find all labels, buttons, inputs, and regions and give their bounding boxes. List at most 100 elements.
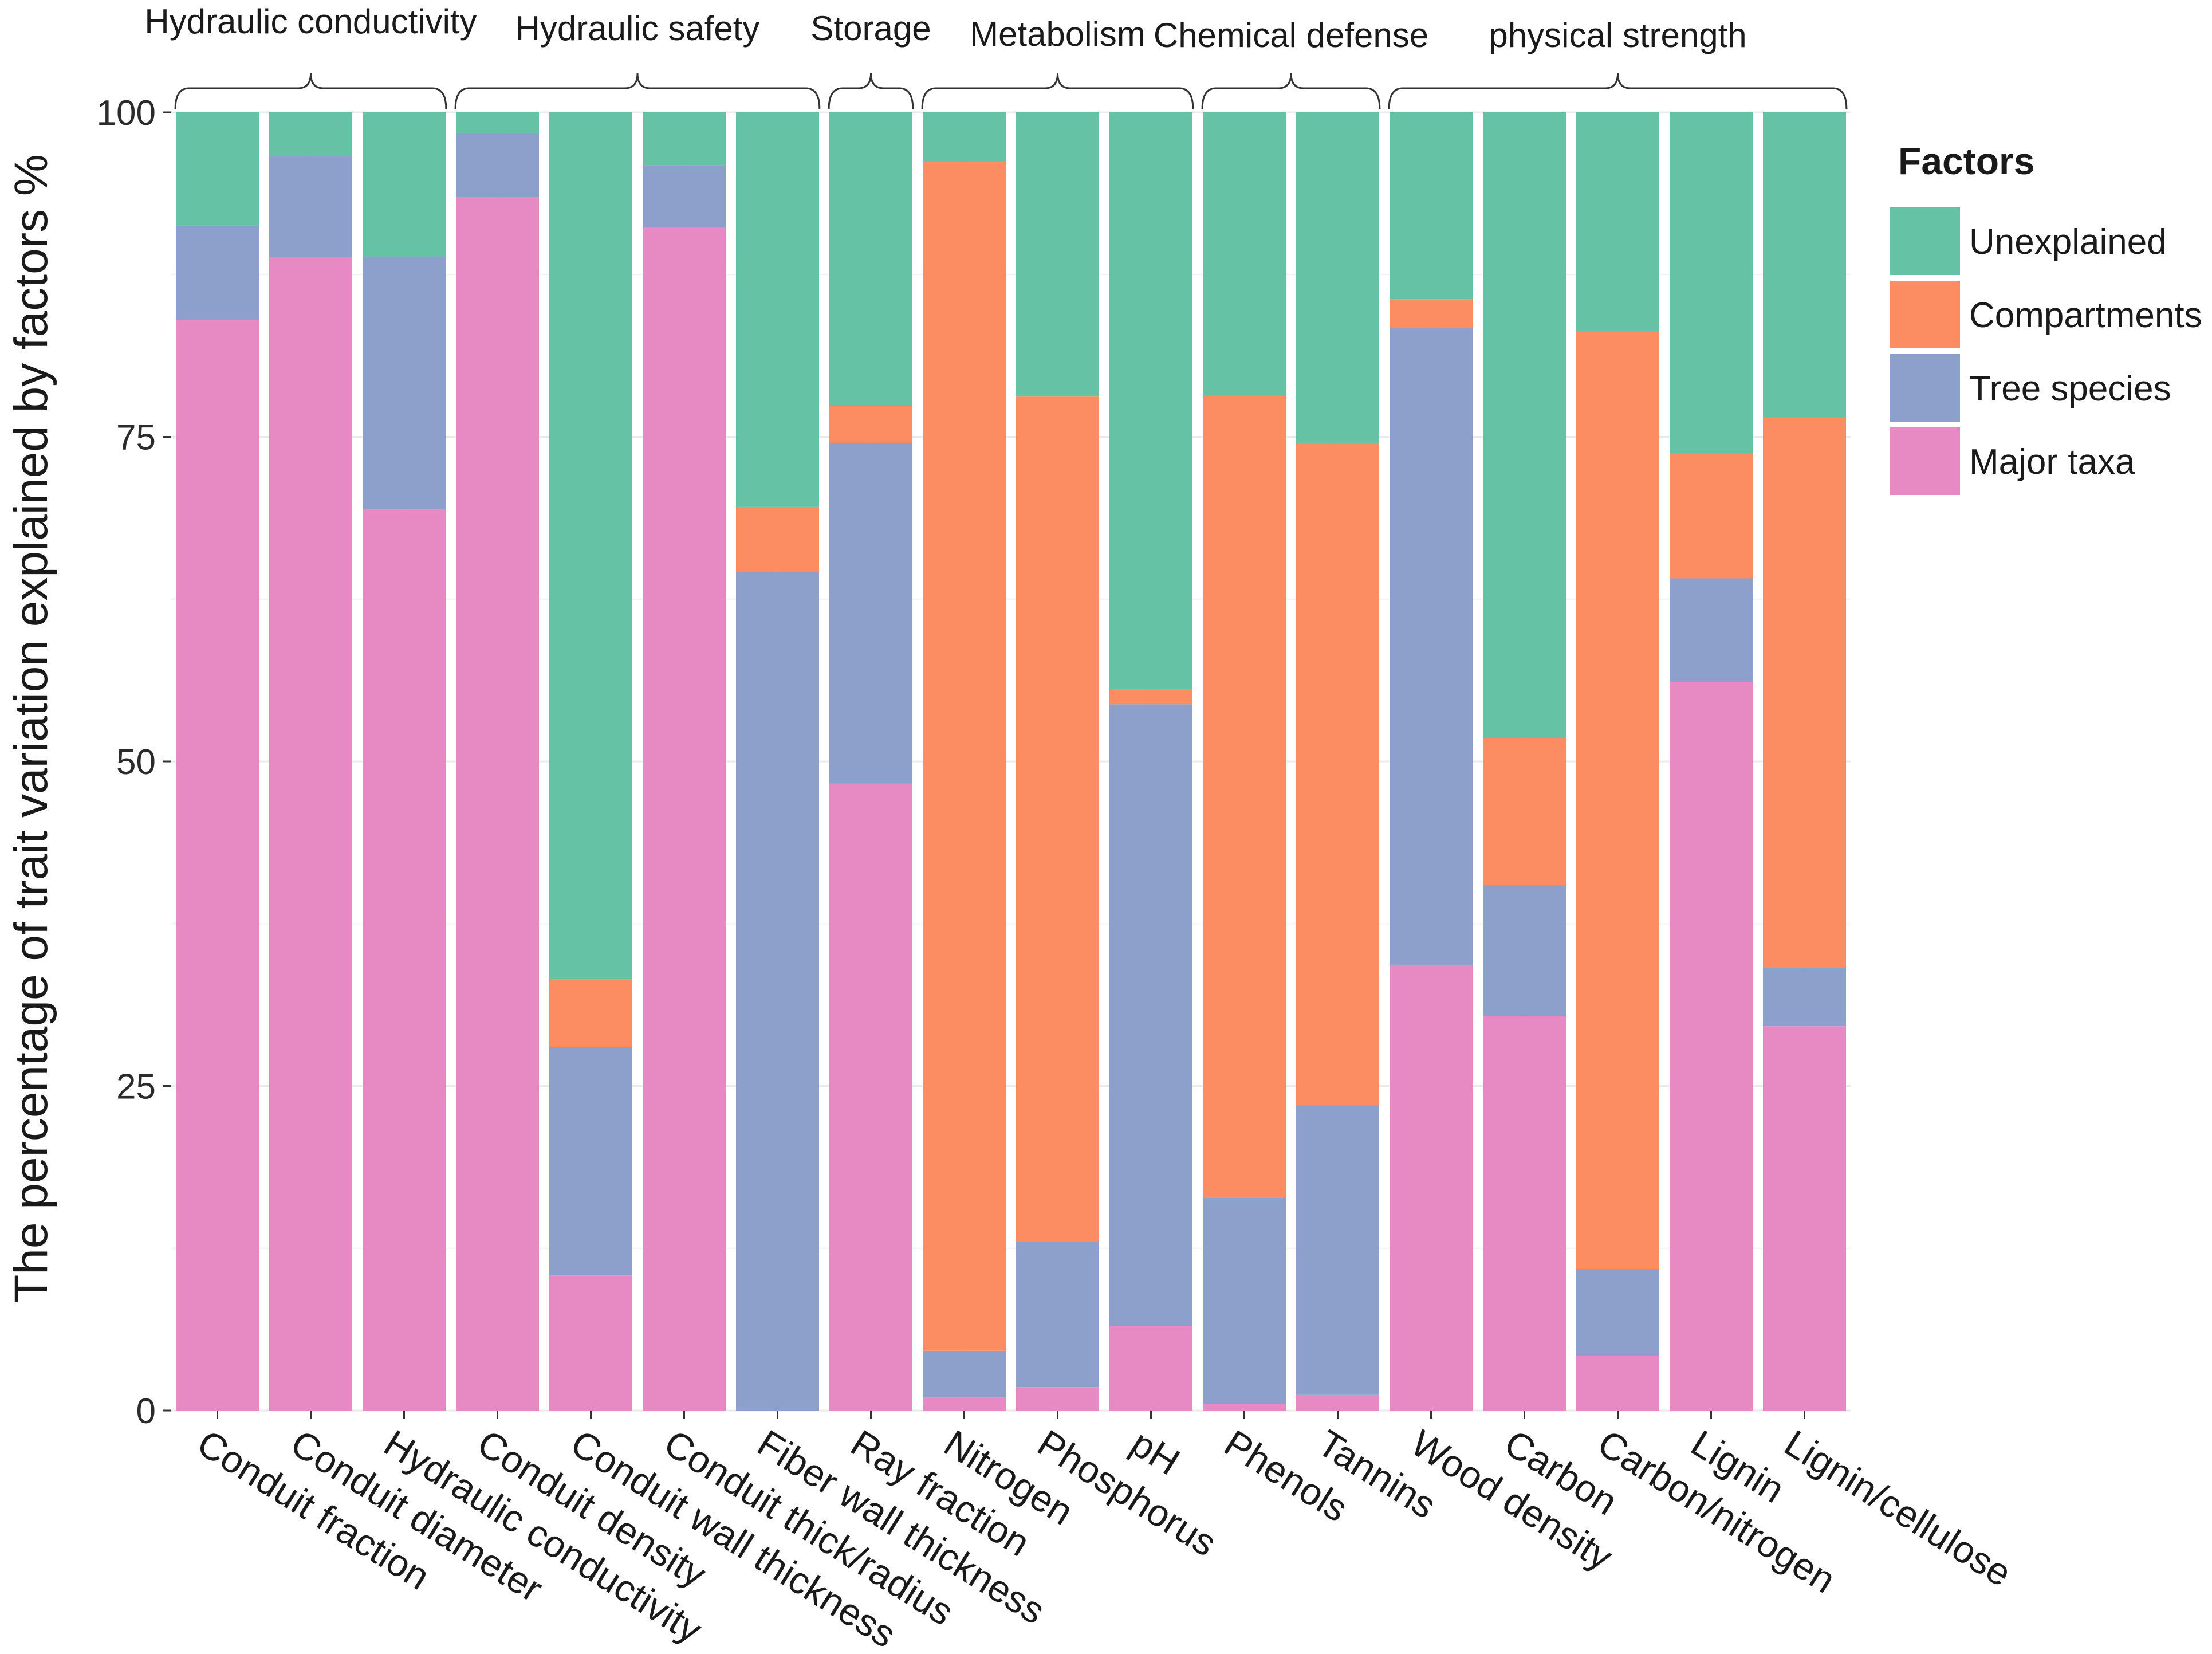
bar-segment-unexplained-15 [1576, 112, 1660, 332]
y-tick-label-50: 50 [116, 742, 156, 782]
bar-segment-unexplained-11 [1202, 112, 1286, 395]
bar-segment-major-taxa-1 [269, 257, 353, 1411]
group-bracket-2 [828, 73, 914, 109]
bar-stack-10 [1109, 112, 1193, 1411]
bar-segment-compartments-6 [735, 506, 820, 572]
bar-segment-compartments-13 [1389, 299, 1473, 328]
bar-segment-tree-species-14 [1482, 885, 1566, 1016]
bar-segment-tree-species-3 [455, 133, 540, 197]
bar-segment-tree-species-9 [1016, 1242, 1100, 1388]
group-brackets: Hydraulic conductivity Hydraulic safety St… [144, 2, 1848, 109]
bar-segment-compartments-10 [1109, 689, 1193, 705]
bar-stack-15 [1576, 112, 1660, 1411]
bar-stack-11 [1202, 112, 1286, 1411]
bar-segment-major-taxa-13 [1389, 965, 1473, 1411]
bar-stack-3 [455, 112, 540, 1411]
bar-segment-major-taxa-2 [362, 509, 446, 1411]
bar-stack-14 [1482, 112, 1566, 1411]
bar-segment-tree-species-11 [1202, 1197, 1286, 1404]
bar-segment-tree-species-4 [549, 1047, 633, 1276]
bar-stack-12 [1296, 112, 1380, 1411]
bar-segment-unexplained-4 [549, 112, 633, 980]
bar-segment-unexplained-16 [1669, 112, 1753, 454]
bar-segment-compartments-17 [1762, 417, 1847, 968]
bar-segment-major-taxa-14 [1482, 1016, 1566, 1411]
group-label-3: Metabolism [970, 15, 1146, 53]
bar-segment-major-taxa-0 [175, 320, 259, 1411]
bar-stack-4 [549, 112, 633, 1411]
bar-segment-unexplained-7 [829, 112, 913, 406]
group-label-4: Chemical defense [1154, 16, 1428, 54]
bar-stack-6 [735, 112, 820, 1411]
bar-segment-tree-species-5 [642, 165, 726, 228]
bar-segment-tree-species-13 [1389, 328, 1473, 965]
group-bracket-0 [174, 73, 447, 109]
bar-stack-1 [269, 112, 353, 1411]
legend-swatch-tree-species [1890, 354, 1960, 422]
bar-stack-2 [362, 112, 446, 1411]
bar-stack-5 [642, 112, 726, 1411]
bar-segment-compartments-4 [549, 979, 633, 1047]
y-axis: 0 25 50 75 100 [97, 93, 171, 1431]
bar-segment-unexplained-5 [642, 112, 726, 166]
bar-segment-compartments-16 [1669, 453, 1753, 579]
bar-segment-compartments-14 [1482, 738, 1566, 885]
legend: Factors Unexplained Compartments Tree speci… [1890, 140, 2202, 495]
bar-segment-tree-species-12 [1296, 1105, 1380, 1395]
bar-segment-compartments-15 [1576, 331, 1660, 1270]
bar-segment-compartments-9 [1016, 396, 1100, 1242]
bar-segment-tree-species-16 [1669, 578, 1753, 682]
bar-segment-unexplained-0 [175, 112, 259, 226]
bar-segment-major-taxa-8 [922, 1397, 1006, 1411]
bar-segment-major-taxa-12 [1296, 1394, 1380, 1411]
bar-segment-unexplained-12 [1296, 112, 1380, 443]
bar-segment-compartments-7 [829, 406, 913, 443]
bar-segment-unexplained-6 [735, 112, 820, 507]
bar-segment-unexplained-17 [1762, 112, 1847, 418]
group-bracket-3 [921, 73, 1194, 109]
legend-title: Factors [1898, 140, 2034, 182]
bar-stack-16 [1669, 112, 1753, 1411]
bar-segment-unexplained-10 [1109, 112, 1193, 689]
group-bracket-4 [1201, 73, 1381, 109]
bar-stack-17 [1762, 112, 1847, 1411]
bar-segment-tree-species-10 [1109, 704, 1193, 1326]
bar-segment-tree-species-7 [829, 443, 913, 784]
y-tick-label-75: 75 [116, 418, 156, 458]
bar-segment-unexplained-2 [362, 112, 446, 257]
y-tick-label-25: 25 [116, 1067, 156, 1107]
bar-segment-major-taxa-4 [549, 1275, 633, 1411]
bar-stack-0 [175, 112, 259, 1411]
bar-segment-tree-species-8 [922, 1350, 1006, 1398]
legend-label-unexplained: Unexplained [1969, 222, 2167, 262]
bar-segment-unexplained-8 [922, 112, 1006, 162]
legend-swatch-major-taxa [1890, 427, 1960, 495]
bar-segment-major-taxa-7 [829, 783, 913, 1411]
bar-segment-major-taxa-3 [455, 197, 540, 1411]
group-label-2: Storage [810, 9, 931, 48]
bar-stack-13 [1389, 112, 1473, 1411]
bar-segment-unexplained-3 [455, 112, 540, 133]
group-label-1: Hydraulic safety [515, 9, 760, 48]
y-tick-label-0: 0 [136, 1392, 156, 1431]
bar-segment-tree-species-17 [1762, 968, 1847, 1027]
bar-stack-9 [1016, 112, 1100, 1411]
legend-label-compartments: Compartments [1969, 296, 2202, 335]
bar-segment-compartments-11 [1202, 395, 1286, 1198]
group-bracket-5 [1388, 73, 1848, 109]
bar-stack-8 [922, 112, 1006, 1411]
bar-segment-unexplained-13 [1389, 112, 1473, 300]
bar-segment-tree-species-6 [735, 572, 820, 1411]
group-bracket-1 [454, 73, 821, 109]
group-label-5: physical strength [1489, 16, 1746, 54]
bars-layer [175, 112, 1847, 1411]
y-tick-label-100: 100 [97, 93, 156, 133]
bar-segment-major-taxa-16 [1669, 682, 1753, 1411]
bar-segment-tree-species-0 [175, 225, 259, 320]
bar-segment-major-taxa-5 [642, 227, 726, 1411]
bar-stack-7 [829, 112, 913, 1411]
legend-swatch-compartments [1890, 281, 1960, 348]
legend-label-tree-species: Tree species [1969, 369, 2171, 408]
